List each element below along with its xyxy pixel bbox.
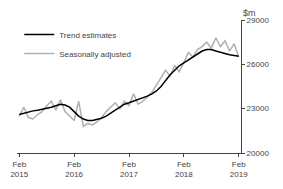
svg-text:29000: 29000 — [247, 16, 270, 25]
svg-text:Trend estimates: Trend estimates — [59, 31, 116, 40]
svg-text:20000: 20000 — [247, 149, 270, 158]
svg-text:$m: $m — [243, 8, 256, 18]
svg-text:Feb2016: Feb2016 — [65, 160, 83, 179]
svg-text:Feb2015: Feb2015 — [10, 160, 28, 179]
svg-text:Feb2017: Feb2017 — [120, 160, 138, 179]
svg-text:Seasonally adjusted: Seasonally adjusted — [59, 50, 131, 59]
svg-text:Feb2018: Feb2018 — [175, 160, 193, 179]
svg-text:Feb2019: Feb2019 — [230, 160, 248, 179]
svg-text:23000: 23000 — [247, 104, 270, 113]
svg-text:26000: 26000 — [247, 60, 270, 69]
